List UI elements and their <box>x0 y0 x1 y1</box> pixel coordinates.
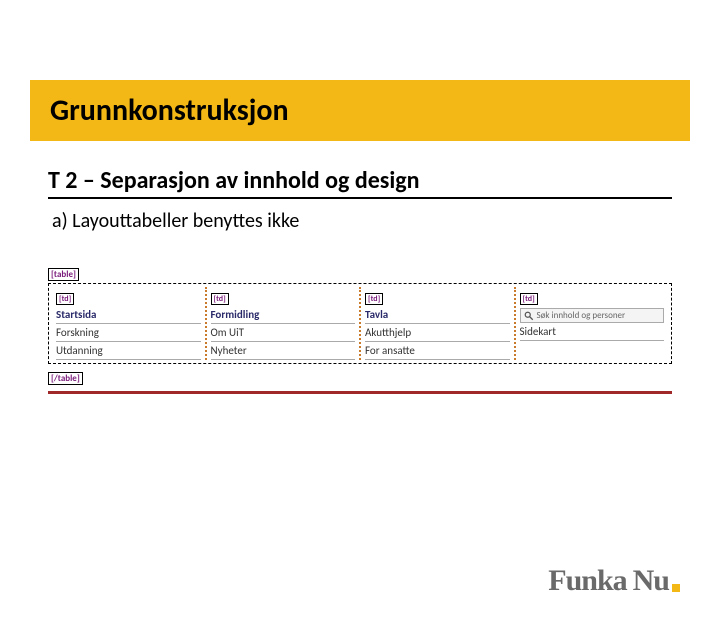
bullet-a: a) Layouttabeller benyttes ikke <box>52 209 672 233</box>
td-tag: [td] <box>56 293 74 305</box>
search-box[interactable]: Søk innhold og personer <box>520 308 665 323</box>
logo-word-2: Nu <box>633 564 669 598</box>
logo-word-1: Funka <box>548 564 626 598</box>
table-dashed-outer: [td] Startsida Forskning Utdanning [td] … <box>48 283 672 364</box>
table-close-tag: [/table] <box>48 372 83 385</box>
cell-item: Nyheter <box>211 342 356 360</box>
table-row: [td] Startsida Forskning Utdanning [td] … <box>52 287 668 360</box>
td-cell-3: [td] Søk innhold og personer Sidekart <box>516 287 669 360</box>
logo-dot <box>672 584 680 592</box>
cell-item: Utdanning <box>56 342 201 360</box>
td-cell-1: [td] Formidling Om UiT Nyheter <box>207 287 362 360</box>
cell-item: Akutthjelp <box>365 324 510 342</box>
table-open-tag: [table] <box>48 268 79 281</box>
slide-title: Grunnkonstruksjon <box>50 92 670 129</box>
cell-item: Tavla <box>365 306 510 324</box>
cell-item: Formidling <box>211 306 356 324</box>
cell-item: Startsida <box>56 306 201 324</box>
search-placeholder: Søk innhold og personer <box>537 310 626 321</box>
funka-nu-logo: Funka Nu <box>548 564 680 598</box>
td-cell-0: [td] Startsida Forskning Utdanning <box>52 287 207 360</box>
td-tag: [td] <box>365 293 383 305</box>
content-area: T 2 – Separasjon av innhold og design a)… <box>48 166 672 233</box>
cell-item: Om UiT <box>211 324 356 342</box>
red-underline <box>48 391 672 394</box>
cell-item: Sidekart <box>520 323 665 341</box>
subtitle: T 2 – Separasjon av innhold og design <box>48 166 672 199</box>
search-icon <box>524 311 534 321</box>
td-cell-2: [td] Tavla Akutthjelp For ansatte <box>361 287 516 360</box>
td-tag: [td] <box>520 293 538 305</box>
td-tag: [td] <box>211 293 229 305</box>
cell-item: For ansatte <box>365 342 510 360</box>
cell-item: Forskning <box>56 324 201 342</box>
title-bar: Grunnkonstruksjon <box>30 80 690 141</box>
layout-table-figure: [table] [td] Startsida Forskning Utdanni… <box>48 263 672 387</box>
